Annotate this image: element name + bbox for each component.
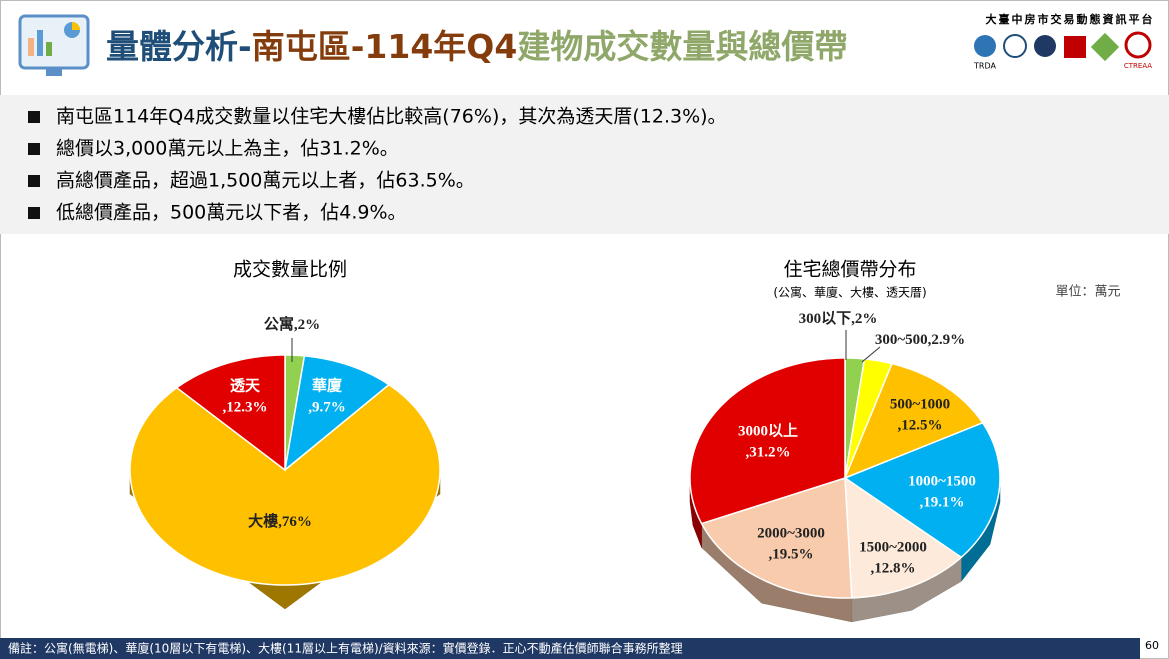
slice-label: 500~1000	[890, 396, 950, 412]
slice-value: ,2.9%	[928, 332, 966, 348]
slice-label: 透天	[230, 377, 261, 394]
footer-bar	[0, 638, 1140, 659]
pie-slice	[843, 362, 984, 480]
unit-label: 單位：萬元	[1055, 285, 1120, 300]
slice-label: 華廈	[312, 376, 342, 394]
chart-subtitle: (公寓、華廈、大樓、透天厝)	[773, 285, 926, 300]
slice-label: 300~500,2.9%	[875, 332, 965, 348]
logos: TRDA CTREAA	[973, 31, 1152, 71]
bullets: 南屯區114年Q4成交數量以住宅大樓佔比較高(76%)，其次為透天厝(12.3%…	[28, 106, 727, 224]
pie-slice	[175, 354, 286, 472]
slice-category: 300~500	[875, 332, 928, 348]
platform-name: 大臺中房市交易動態資訊平台	[986, 12, 1155, 26]
chart-title: 住宅總價帶分布	[783, 259, 916, 281]
header-icon	[18, 14, 90, 76]
bullet-text: 總價以3,000萬元以上為主，佔31.2%。	[56, 138, 399, 160]
title-part: 建物成交數量與總價帶	[517, 27, 847, 66]
slice-label: 3000以上	[738, 422, 798, 439]
header-title: 量體分析-南屯區-114年Q4建物成交數量與總價帶	[106, 27, 847, 66]
title-part: 南屯區-114年Q4	[252, 27, 518, 66]
pie-slice	[844, 476, 963, 599]
slice-category: 公寓	[264, 315, 294, 333]
slice-value: ,9.7%	[308, 399, 346, 415]
slice-category: 大樓	[248, 512, 278, 530]
slice-label: 1000~1500	[908, 473, 976, 489]
logo-text: CTREAA	[1124, 62, 1152, 70]
bullet-band	[0, 95, 1169, 234]
page-number: 60	[1145, 639, 1159, 652]
bullet-marker	[28, 111, 40, 123]
slice-value: ,12.5%	[898, 417, 943, 433]
pie-slice	[843, 421, 1001, 559]
bullet-marker	[28, 143, 40, 155]
bullet-text: 低總價產品，500萬元以下者，佔4.9%。	[56, 202, 407, 224]
bullet-marker	[28, 175, 40, 187]
charts: 成交數量比例公寓,2%華廈,9.7%大樓,76%透天,12.3%住宅總價帶分布(…	[129, 259, 1121, 623]
slice-label: 大樓,76%	[248, 512, 312, 530]
slice-value: ,19.1%	[920, 494, 965, 510]
slice-label: 1500~2000	[859, 539, 927, 555]
chart-title: 成交數量比例	[233, 259, 347, 281]
slice-label: 300以下,2%	[799, 310, 878, 327]
slice-value: ,12.3%	[223, 399, 268, 415]
bullet-text: 南屯區114年Q4成交數量以住宅大樓佔比較高(76%)，其次為透天厝(12.3%…	[56, 106, 727, 128]
logo-text: TRDA	[973, 62, 996, 71]
pie-slice	[129, 383, 441, 586]
pie-slice	[689, 357, 846, 525]
bullet-marker	[28, 207, 40, 219]
title-part: 量體分析-	[106, 27, 252, 66]
slice-category: 300以下	[799, 310, 852, 327]
slice-value: ,2%	[294, 317, 320, 333]
slice-value: ,19.5%	[769, 546, 814, 562]
pie-slice	[283, 355, 391, 472]
slice-value: ,2%	[851, 311, 877, 327]
slice-value: ,31.2%	[746, 444, 791, 460]
leader-line	[861, 346, 881, 363]
slice-label: 公寓,2%	[264, 315, 320, 333]
slice-value: ,12.8%	[871, 560, 916, 576]
slice-label: 2000~3000	[757, 525, 825, 541]
bullet-text: 高總價產品，超過1,500萬元以上者，佔63.5%。	[56, 170, 475, 192]
footer-note: 備註：公寓(無電梯)、華廈(10層以下有電梯)、大樓(11層以上有電梯)/資料來…	[8, 641, 683, 656]
pie-slice	[700, 476, 853, 599]
slice-value: ,76%	[278, 514, 312, 530]
